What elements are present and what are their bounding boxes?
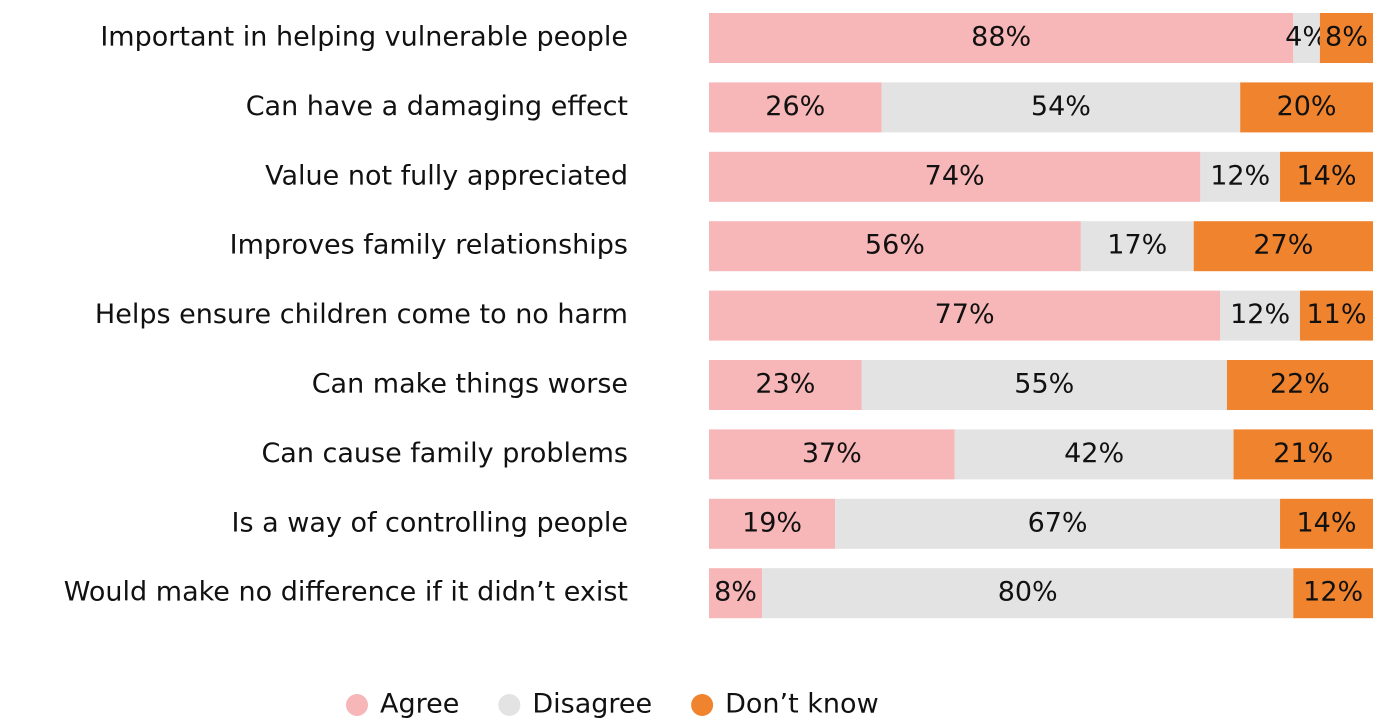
- value-label: 67%: [1028, 507, 1088, 538]
- value-label: 42%: [1064, 438, 1124, 469]
- category-label: Can cause family problems: [261, 438, 628, 469]
- value-label: 12%: [1210, 160, 1270, 191]
- bar-segment: [835, 498, 1281, 549]
- value-label: 12%: [1230, 299, 1290, 330]
- category-label: Is a way of controlling people: [232, 507, 628, 538]
- value-label: 8%: [1325, 22, 1368, 53]
- legend-label: Don’t know: [725, 689, 879, 720]
- value-label: 56%: [865, 230, 925, 261]
- bar-segment: [1299, 290, 1373, 341]
- bar-segment: [709, 429, 955, 480]
- value-label: 14%: [1297, 507, 1357, 538]
- value-label: 37%: [802, 438, 862, 469]
- value-label: 54%: [1031, 91, 1091, 122]
- bar-segment: [1319, 13, 1373, 63]
- category-label: Can have a damaging effect: [246, 91, 628, 122]
- value-label: 19%: [742, 507, 802, 538]
- bar-segment: [861, 360, 1227, 410]
- value-label: 11%: [1306, 299, 1366, 330]
- value-label: 17%: [1107, 230, 1167, 261]
- bar-segment: [1293, 13, 1320, 63]
- bar-segment: [709, 151, 1201, 202]
- bar-segment: [709, 568, 763, 619]
- bar-segment: [709, 13, 1294, 63]
- legend-swatch: [691, 694, 714, 716]
- legend-label: Agree: [380, 689, 459, 720]
- value-label: 74%: [925, 160, 985, 191]
- bar-segment: [1226, 360, 1373, 410]
- bar-segment: [1280, 151, 1373, 202]
- bar-segment: [1280, 498, 1373, 549]
- bar-segment: [709, 221, 1081, 272]
- value-label: 21%: [1273, 438, 1333, 469]
- bar-segment: [709, 82, 882, 133]
- value-label: 20%: [1277, 91, 1337, 122]
- value-label: 23%: [755, 369, 815, 400]
- category-label: Important in helping vulnerable people: [100, 22, 628, 53]
- bar-segment: [1240, 82, 1373, 133]
- bar-segment: [881, 82, 1241, 133]
- value-label: 8%: [714, 577, 757, 608]
- category-label: Value not fully appreciated: [265, 160, 628, 191]
- value-label: 12%: [1303, 577, 1363, 608]
- bar-segment: [709, 360, 862, 410]
- legend-swatch: [346, 694, 368, 716]
- value-label: 26%: [765, 91, 825, 122]
- bar-segment: [1220, 290, 1300, 341]
- value-label: 80%: [998, 577, 1058, 608]
- bar-segment: [709, 498, 836, 549]
- legend-label: Disagree: [532, 689, 652, 720]
- category-label: Can make things worse: [312, 369, 628, 400]
- bar-segment: [1200, 151, 1281, 202]
- bar-segment: [954, 429, 1234, 480]
- category-label: Helps ensure children come to no harm: [95, 299, 628, 330]
- value-label: 55%: [1014, 369, 1074, 400]
- value-label: 22%: [1270, 369, 1330, 400]
- legend-swatch: [498, 694, 521, 716]
- category-label: Would make no difference if it didn’t ex…: [64, 577, 628, 608]
- bar-segment: [709, 290, 1221, 341]
- bar-segment: [1293, 568, 1373, 619]
- bar-segment: [762, 568, 1294, 619]
- value-label: 77%: [935, 299, 995, 330]
- value-label: 27%: [1253, 230, 1313, 261]
- value-label: 88%: [971, 22, 1031, 53]
- bar-segment: [1193, 221, 1373, 272]
- category-label: Improves family relationships: [230, 230, 628, 261]
- bar-segment: [1233, 429, 1373, 480]
- bar-segment: [1080, 221, 1194, 272]
- value-label: 14%: [1297, 160, 1357, 191]
